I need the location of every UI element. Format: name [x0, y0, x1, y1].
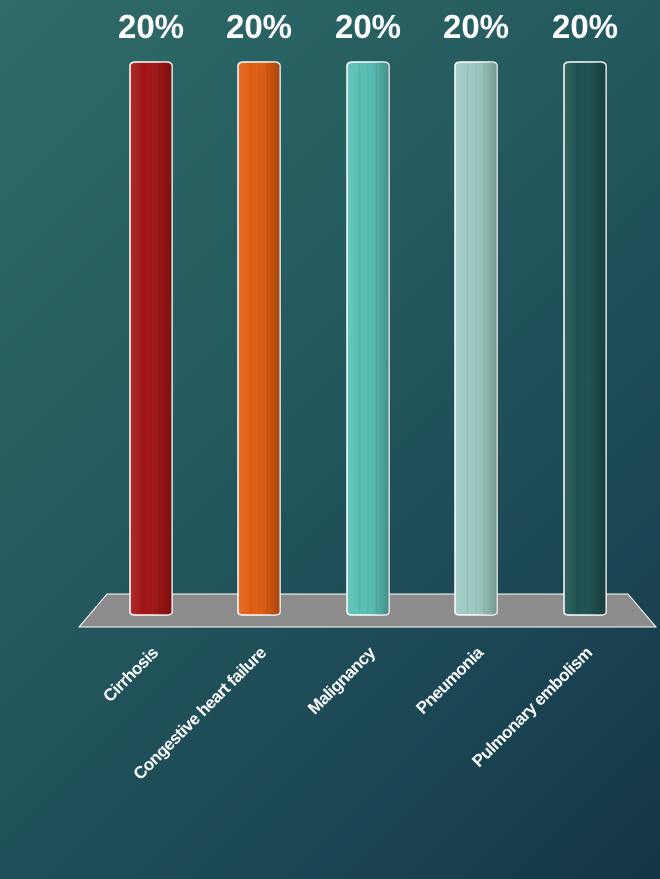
value-labels-group: 20% 20% 20% 20% 20% — [118, 8, 618, 45]
bar-shading — [238, 62, 280, 615]
category-label: Pneumonia — [412, 643, 487, 718]
value-label: 20% — [118, 8, 184, 45]
bar-shading — [347, 62, 389, 615]
category-label: Malignancy — [304, 643, 379, 718]
bar-shading — [455, 62, 497, 615]
bars-group — [129, 61, 607, 616]
bar-shading — [564, 62, 606, 615]
value-label: 20% — [335, 8, 401, 45]
value-label: 20% — [226, 8, 292, 45]
bar-shading — [130, 62, 172, 615]
category-label: Pulmonary embolism — [468, 643, 596, 771]
value-label: 20% — [552, 8, 618, 45]
category-label: Cirrhosis — [99, 643, 161, 705]
value-label: 20% — [443, 8, 509, 45]
